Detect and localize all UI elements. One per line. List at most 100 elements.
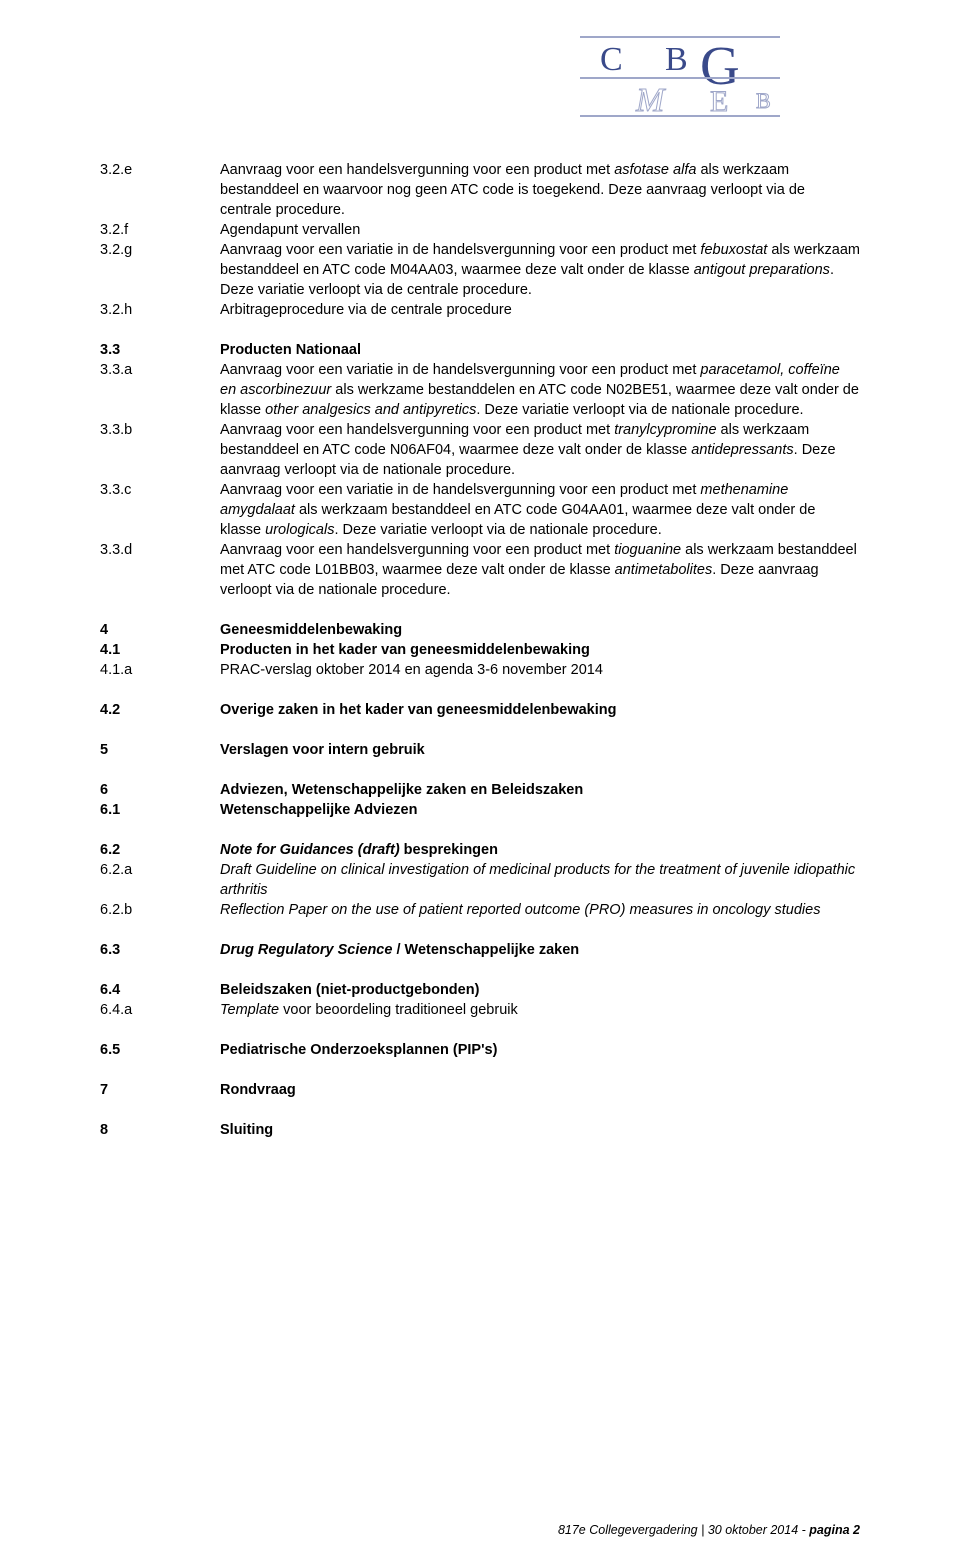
- entry-body: Reflection Paper on the use of patient r…: [220, 900, 860, 920]
- text-segment: Adviezen, Wetenschappelijke zaken en Bel…: [220, 782, 583, 798]
- entry-number: 7: [100, 1080, 220, 1100]
- entry-body: Aanvraag voor een variatie in de handels…: [220, 480, 860, 540]
- text-segment: besprekingen: [400, 842, 498, 858]
- entry-body: Aanvraag voor een handelsvergunning voor…: [220, 540, 860, 600]
- logo: C B G M E B: [580, 36, 780, 123]
- text-segment: Template: [220, 1002, 279, 1018]
- entry-number: 6.3: [100, 940, 220, 960]
- entry-number: 4.1.a: [100, 660, 220, 680]
- entry-body: Wetenschappelijke Adviezen: [220, 800, 860, 820]
- entry-body: Note for Guidances (draft) besprekingen: [220, 840, 860, 860]
- footer-text: 817e Collegevergadering | 30 oktober 201…: [558, 1523, 809, 1537]
- text-segment: Sluiting: [220, 1122, 273, 1138]
- entry-number: 3.3.a: [100, 360, 220, 380]
- entry-body: Aanvraag voor een handelsvergunning voor…: [220, 420, 860, 480]
- section-block: 6.2Note for Guidances (draft) bespreking…: [100, 840, 860, 920]
- entry-body: Verslagen voor intern gebruik: [220, 740, 860, 760]
- agenda-entry: 3.2.fAgendapunt vervallen: [100, 220, 860, 240]
- text-segment: Reflection Paper on the use of patient r…: [220, 902, 820, 918]
- text-segment: Arbitrageprocedure via de centrale proce…: [220, 302, 512, 318]
- section-block: 4Geneesmiddelenbewaking4.1Producten in h…: [100, 620, 860, 680]
- entry-number: 3.2.e: [100, 160, 220, 180]
- text-segment: Aanvraag voor een variatie in de handels…: [220, 362, 700, 378]
- text-segment: Agendapunt vervallen: [220, 222, 360, 238]
- section-block: 8Sluiting: [100, 1120, 860, 1140]
- text-segment: Aanvraag voor een handelsvergunning voor…: [220, 542, 614, 558]
- agenda-entry: 6.4.aTemplate voor beoordeling tradition…: [100, 1000, 860, 1020]
- entry-number: 3.3.b: [100, 420, 220, 440]
- entry-number: 3.3.d: [100, 540, 220, 560]
- agenda-entry: 3.2.hArbitrageprocedure via de centrale …: [100, 300, 860, 320]
- agenda-entry: 7Rondvraag: [100, 1080, 860, 1100]
- text-segment: Overige zaken in het kader van geneesmid…: [220, 702, 616, 718]
- text-segment: Aanvraag voor een variatie in de handels…: [220, 482, 700, 498]
- entry-number: 8: [100, 1120, 220, 1140]
- entry-number: 3.2.f: [100, 220, 220, 240]
- text-segment: voor beoordeling traditioneel gebruik: [279, 1002, 518, 1018]
- text-segment: antigout preparations: [694, 262, 830, 278]
- entry-body: Producten in het kader van geneesmiddele…: [220, 640, 860, 660]
- entry-body: Aanvraag voor een variatie in de handels…: [220, 360, 860, 420]
- entry-body: Drug Regulatory Science / Wetenschappeli…: [220, 940, 860, 960]
- entry-number: 6.4: [100, 980, 220, 1000]
- entry-number: 5: [100, 740, 220, 760]
- entry-body: Arbitrageprocedure via de centrale proce…: [220, 300, 860, 320]
- agenda-entry: 3.3.bAanvraag voor een handelsvergunning…: [100, 420, 860, 480]
- section-block: 3.3Producten Nationaal3.3.aAanvraag voor…: [100, 340, 860, 600]
- text-segment: PRAC-verslag oktober 2014 en agenda 3-6 …: [220, 662, 603, 678]
- agenda-entry: 6.2.aDraft Guideline on clinical investi…: [100, 860, 860, 900]
- section-block: 6.5Pediatrische Onderzoeksplannen (PIP's…: [100, 1040, 860, 1060]
- section-block: 6.3Drug Regulatory Science / Wetenschapp…: [100, 940, 860, 960]
- entry-number: 6.2: [100, 840, 220, 860]
- text-segment: Beleidszaken (niet-productgebonden): [220, 982, 479, 998]
- text-segment: Geneesmiddelenbewaking: [220, 622, 402, 638]
- logo-letter-m: M: [635, 82, 666, 118]
- text-segment: febuxostat: [700, 242, 767, 258]
- page-footer: 817e Collegevergadering | 30 oktober 201…: [558, 1523, 860, 1537]
- text-segment: other analgesics and antipyretics: [265, 402, 476, 418]
- entry-number: 6.2.a: [100, 860, 220, 880]
- logo-letter-b: B: [665, 41, 688, 78]
- text-segment: Drug Regulatory Science: [220, 942, 392, 958]
- text-segment: Note for Guidances (draft): [220, 842, 400, 858]
- agenda-entry: 5Verslagen voor intern gebruik: [100, 740, 860, 760]
- entry-number: 3.3: [100, 340, 220, 360]
- agenda-entry: 3.2.gAanvraag voor een variatie in de ha…: [100, 240, 860, 300]
- text-segment: Pediatrische Onderzoeksplannen (PIP's): [220, 1042, 497, 1058]
- entry-body: Aanvraag voor een variatie in de handels…: [220, 240, 860, 300]
- entry-body: Overige zaken in het kader van geneesmid…: [220, 700, 860, 720]
- entry-number: 6.2.b: [100, 900, 220, 920]
- text-segment: Wetenschappelijke Adviezen: [220, 802, 417, 818]
- agenda-entry: 6Adviezen, Wetenschappelijke zaken en Be…: [100, 780, 860, 800]
- entry-number: 6.4.a: [100, 1000, 220, 1020]
- section-block: 6.4Beleidszaken (niet-productgebonden)6.…: [100, 980, 860, 1020]
- text-segment: Verslagen voor intern gebruik: [220, 742, 425, 758]
- text-segment: Aanvraag voor een handelsvergunning voor…: [220, 422, 614, 438]
- agenda-entry: 6.1Wetenschappelijke Adviezen: [100, 800, 860, 820]
- agenda-entry: 6.2Note for Guidances (draft) bespreking…: [100, 840, 860, 860]
- text-segment: tioguanine: [614, 542, 681, 558]
- entry-body: Producten Nationaal: [220, 340, 860, 360]
- entry-number: 4.2: [100, 700, 220, 720]
- agenda-entry: 6.2.bReflection Paper on the use of pati…: [100, 900, 860, 920]
- agenda-entry: 4.1.aPRAC-verslag oktober 2014 en agenda…: [100, 660, 860, 680]
- document-content: 3.2.e Aanvraag voor een handelsvergunning…: [100, 50, 860, 1140]
- entry-body: Sluiting: [220, 1120, 860, 1140]
- text-segment: asfotase alfa: [614, 162, 696, 178]
- agenda-entry: 3.3.aAanvraag voor een variatie in de ha…: [100, 360, 860, 420]
- agenda-entry: 4.2Overige zaken in het kader van genees…: [100, 700, 860, 720]
- document-page: C B G M E B 3.2.e Aanvraag voor een hande…: [0, 0, 960, 1563]
- agenda-entry: 4.1Producten in het kader van geneesmidd…: [100, 640, 860, 660]
- text-segment: . Deze variatie verloopt via de national…: [476, 402, 803, 418]
- agenda-entry: 6.4Beleidszaken (niet-productgebonden): [100, 980, 860, 1000]
- text-segment: . Deze variatie verloopt via de national…: [334, 522, 661, 538]
- footer-page-number: pagina 2: [809, 1523, 860, 1537]
- entry-number: 4: [100, 620, 220, 640]
- text-segment: Rondvraag: [220, 1082, 296, 1098]
- agenda-entry: 6.5Pediatrische Onderzoeksplannen (PIP's…: [100, 1040, 860, 1060]
- text-segment: Draft Guideline on clinical investigatio…: [220, 862, 855, 898]
- entry-number: 6: [100, 780, 220, 800]
- section-block: 3.2.eAanvraag voor een handelsvergunning…: [100, 160, 860, 320]
- agenda-entry: 4Geneesmiddelenbewaking: [100, 620, 860, 640]
- agenda-entry: 8Sluiting: [100, 1120, 860, 1140]
